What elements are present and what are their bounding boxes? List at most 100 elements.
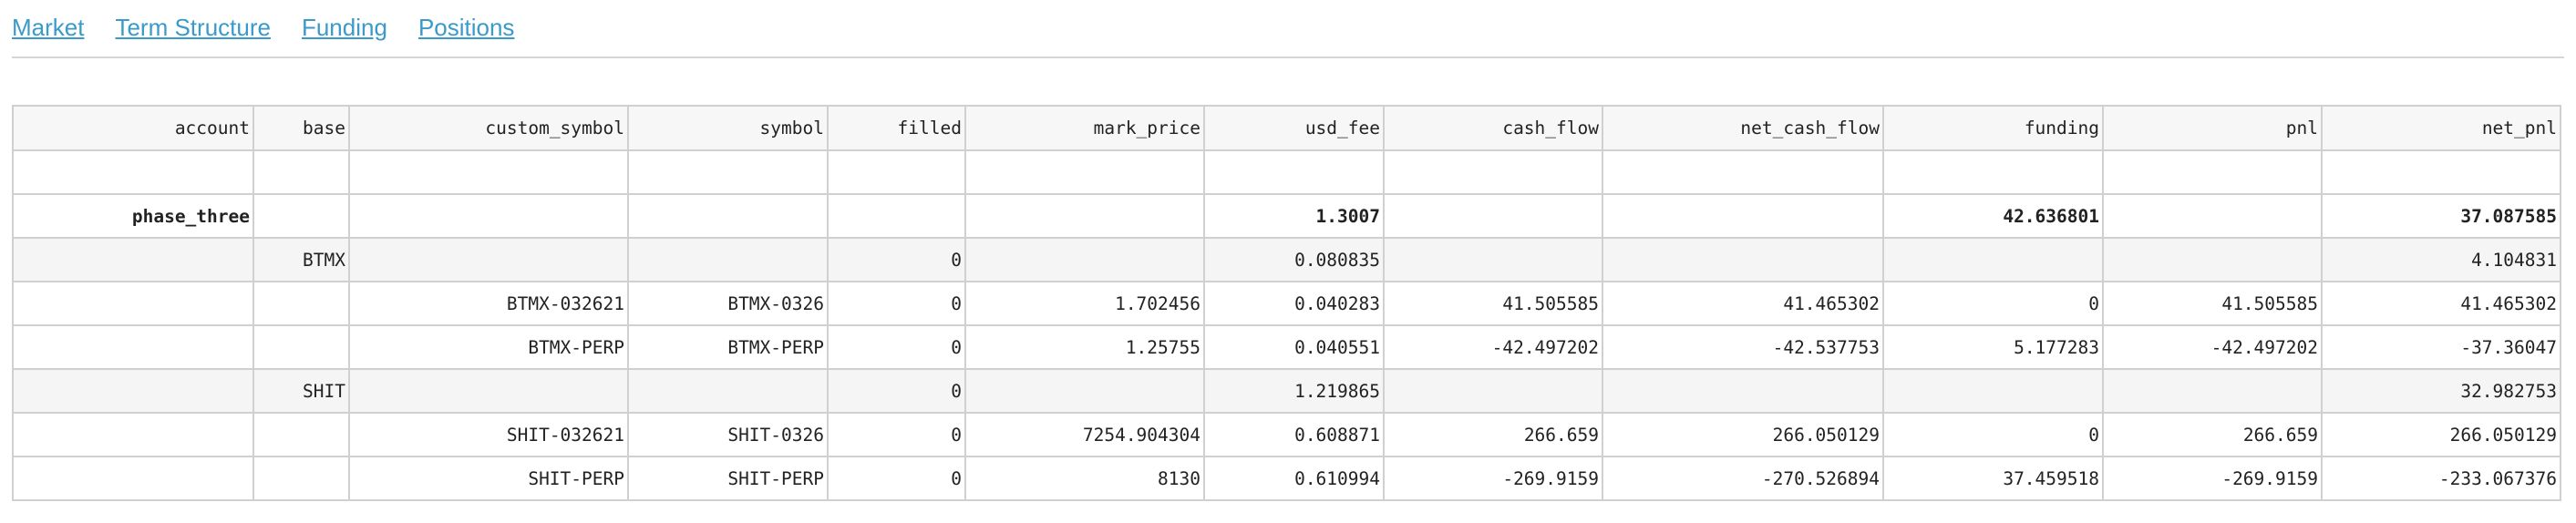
table-cell-filled: 0 xyxy=(827,368,966,414)
table-cell-usd-fee: 0.040283 xyxy=(1203,281,1385,326)
table-cell-filled: 0 xyxy=(827,412,966,457)
table-cell-base xyxy=(252,324,350,370)
table-cell-account xyxy=(12,281,254,326)
table-header-row: account base custom_symbol symbol filled… xyxy=(12,105,2561,151)
table-cell-base xyxy=(252,193,350,239)
table-cell-filled: 0 xyxy=(827,281,966,326)
table-row: BTMX-032621 BTMX-0326 0 1.702456 0.040283 41.… xyxy=(12,281,2561,326)
table-cell-base xyxy=(252,281,350,326)
column-header: usd_fee xyxy=(1203,105,1385,151)
table-cell-mark-price: 1.25755 xyxy=(964,324,1205,370)
table-cell-account xyxy=(12,368,254,414)
nav-link-funding[interactable]: Funding xyxy=(301,13,387,41)
table-cell-net-cash-flow xyxy=(1602,237,1884,282)
nav-divider xyxy=(12,56,2564,58)
table-body: phase_three 1.3007 42.636801 37.087585 BTMX 0… xyxy=(12,149,2561,501)
table-cell-funding xyxy=(1882,368,2104,414)
table-cell-account xyxy=(12,324,254,370)
table-cell-usd-fee: 0.080835 xyxy=(1203,237,1385,282)
column-header: net_cash_flow xyxy=(1602,105,1884,151)
table-cell-pnl xyxy=(2102,368,2323,414)
table-cell-usd-fee: 1.219865 xyxy=(1203,368,1385,414)
table-cell-funding xyxy=(1882,149,2104,195)
table-cell-usd-fee: 0.608871 xyxy=(1203,412,1385,457)
nav-link-market[interactable]: Market xyxy=(12,13,85,41)
column-header: funding xyxy=(1882,105,2104,151)
table-cell-custom-symbol: SHIT-PERP xyxy=(348,456,629,501)
table-cell-pnl xyxy=(2102,237,2323,282)
table-cell-symbol: SHIT-0326 xyxy=(627,412,829,457)
table-cell-funding: 42.636801 xyxy=(1882,193,2104,239)
table-cell-account xyxy=(12,456,254,501)
table-cell-custom-symbol xyxy=(348,193,629,239)
table-cell-net-cash-flow: -42.537753 xyxy=(1602,324,1884,370)
table-cell-funding: 0 xyxy=(1882,281,2104,326)
table-cell-net-cash-flow: 41.465302 xyxy=(1602,281,1884,326)
nav-link-positions[interactable]: Positions xyxy=(417,13,515,41)
table-cell-net-cash-flow xyxy=(1602,149,1884,195)
table-cell-mark-price xyxy=(964,368,1205,414)
table-cell-pnl xyxy=(2102,193,2323,239)
table-row: SHIT 0 1.219865 32.982753 xyxy=(12,368,2561,414)
table-row: phase_three 1.3007 42.636801 37.087585 xyxy=(12,193,2561,239)
table-cell-custom-symbol xyxy=(348,237,629,282)
column-header: symbol xyxy=(627,105,829,151)
positions-table: account base custom_symbol symbol filled… xyxy=(12,105,2561,501)
table-cell-symbol xyxy=(627,193,829,239)
column-header: cash_flow xyxy=(1383,105,1603,151)
table-cell-base xyxy=(252,149,350,195)
table-cell-mark-price: 7254.904304 xyxy=(964,412,1205,457)
table-cell-base: BTMX xyxy=(252,237,350,282)
table-cell-net-pnl: -233.067376 xyxy=(2321,456,2561,501)
table-cell-mark-price xyxy=(964,149,1205,195)
table-row: BTMX 0 0.080835 4.104831 xyxy=(12,237,2561,282)
table-cell-net-cash-flow: 266.050129 xyxy=(1602,412,1884,457)
table-cell-net-cash-flow xyxy=(1602,193,1884,239)
table-cell-cash-flow: -42.497202 xyxy=(1383,324,1603,370)
table-cell-net-cash-flow: -270.526894 xyxy=(1602,456,1884,501)
table-cell-custom-symbol xyxy=(348,149,629,195)
table-cell-pnl xyxy=(2102,149,2323,195)
table-cell-filled xyxy=(827,193,966,239)
table-cell-funding: 37.459518 xyxy=(1882,456,2104,501)
table-cell-custom-symbol: BTMX-032621 xyxy=(348,281,629,326)
table-cell-symbol: BTMX-PERP xyxy=(627,324,829,370)
table-cell-account: phase_three xyxy=(12,193,254,239)
table-cell-cash-flow xyxy=(1383,149,1603,195)
table-cell-mark-price: 8130 xyxy=(964,456,1205,501)
table-cell-custom-symbol: BTMX-PERP xyxy=(348,324,629,370)
table-cell-mark-price xyxy=(964,193,1205,239)
table-cell-base xyxy=(252,412,350,457)
table-row: SHIT-032621 SHIT-0326 0 7254.904304 0.608871… xyxy=(12,412,2561,457)
table-cell-account xyxy=(12,237,254,282)
table-cell-net-cash-flow xyxy=(1602,368,1884,414)
table-cell-account xyxy=(12,412,254,457)
table-cell-net-pnl: 37.087585 xyxy=(2321,193,2561,239)
table-cell-filled: 0 xyxy=(827,324,966,370)
column-header: mark_price xyxy=(964,105,1205,151)
table-cell-cash-flow: -269.9159 xyxy=(1383,456,1603,501)
table-cell-pnl: 41.505585 xyxy=(2102,281,2323,326)
table-cell-cash-flow xyxy=(1383,368,1603,414)
table-cell-funding: 5.177283 xyxy=(1882,324,2104,370)
table-cell-net-pnl: 266.050129 xyxy=(2321,412,2561,457)
table-cell-net-pnl: -37.36047 xyxy=(2321,324,2561,370)
column-header: custom_symbol xyxy=(348,105,629,151)
table-cell-usd-fee: 0.040551 xyxy=(1203,324,1385,370)
table-cell-symbol xyxy=(627,237,829,282)
table-cell-base: SHIT xyxy=(252,368,350,414)
column-header: account xyxy=(12,105,254,151)
table-cell-filled: 0 xyxy=(827,237,966,282)
table-cell-usd-fee: 1.3007 xyxy=(1203,193,1385,239)
table-cell-custom-symbol xyxy=(348,368,629,414)
table-cell-net-pnl: 41.465302 xyxy=(2321,281,2561,326)
table-row: BTMX-PERP BTMX-PERP 0 1.25755 0.040551 -42.49… xyxy=(12,324,2561,370)
nav-link-term-structure[interactable]: Term Structure xyxy=(115,13,271,41)
table-cell-symbol: SHIT-PERP xyxy=(627,456,829,501)
table-cell-net-pnl xyxy=(2321,149,2561,195)
column-header: pnl xyxy=(2102,105,2323,151)
table-cell-account xyxy=(12,149,254,195)
table-row xyxy=(12,149,2561,195)
table-cell-cash-flow xyxy=(1383,193,1603,239)
table-cell-filled: 0 xyxy=(827,456,966,501)
